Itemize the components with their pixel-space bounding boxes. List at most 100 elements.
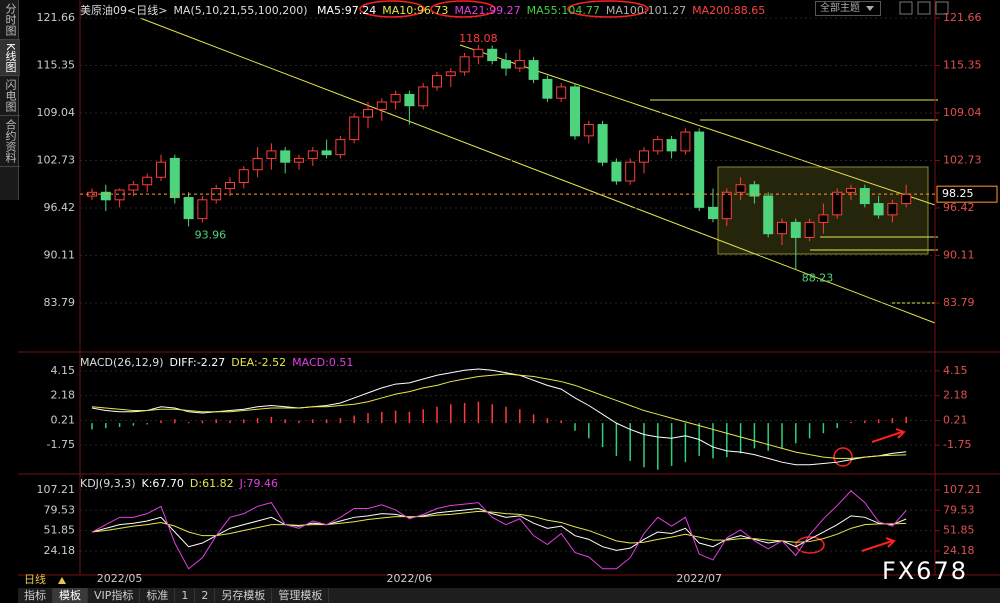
candle-body	[156, 161, 166, 178]
period-arrow	[58, 577, 66, 584]
theme-selector[interactable]: 全部主题	[815, 1, 881, 16]
candle-body	[280, 150, 291, 163]
candle-body	[597, 124, 608, 163]
candle-body	[763, 195, 774, 235]
candle-body	[114, 189, 125, 201]
candle-body	[390, 93, 401, 103]
candle-body	[349, 116, 360, 141]
series-line	[91, 368, 907, 466]
legend-item: MA100:101.27	[605, 4, 687, 17]
candle-body	[832, 191, 843, 216]
toolbar-tab[interactable]: 模板	[53, 588, 88, 603]
window-icon[interactable]	[899, 1, 913, 15]
candle-body	[432, 75, 442, 88]
candle-body	[501, 60, 511, 69]
candle-body	[225, 182, 235, 190]
window-icon[interactable]	[917, 1, 931, 15]
candle-body	[487, 48, 498, 62]
candle-body	[142, 176, 153, 186]
candle-body	[445, 71, 456, 77]
candle-body	[307, 150, 318, 159]
toolbar-tab[interactable]: VIP指标	[88, 588, 141, 603]
candle-body	[680, 131, 691, 152]
low-label: 93.96	[195, 228, 227, 241]
high-label: 118.08	[459, 32, 498, 45]
y-tick-label: 115.35	[943, 58, 982, 71]
symbol-title: 美原油09<日线>	[80, 4, 168, 17]
last-price-label: 98.25	[942, 187, 974, 200]
toolbar-tab[interactable]: 标准	[140, 588, 176, 603]
candle-body	[404, 93, 415, 107]
toolbar-tab[interactable]: 指标	[18, 588, 53, 603]
sidebar-tab[interactable]: 合约资料	[0, 116, 20, 168]
y-tick-label: 83.79	[44, 296, 76, 309]
candle-body	[859, 188, 870, 205]
candle-body	[128, 184, 139, 191]
pane-legend: KDJ(9,3,3) K:67.70 D:61.82 J:79.46	[80, 477, 284, 490]
sidebar-tab[interactable]: K线图	[0, 40, 20, 77]
candle-body	[873, 203, 884, 216]
y-tick-label: 121.66	[37, 11, 76, 24]
highlight-ellipse	[359, 0, 425, 18]
period-label[interactable]: 日线	[24, 572, 46, 586]
toolbar-tab[interactable]: 管理模板	[272, 588, 330, 603]
candle-body	[169, 157, 180, 199]
sidebar-tab[interactable]: 闪电图	[0, 76, 20, 117]
candle-body	[735, 184, 746, 193]
main-legend: 美原油09<日线> MA(5,10,21,55,100,200) MA5:97.2…	[80, 2, 771, 18]
arrow	[861, 537, 896, 552]
legend-item: MACD:0.51	[292, 356, 354, 369]
highlight-ellipse	[833, 447, 853, 467]
window-icon[interactable]	[935, 1, 949, 15]
candle-body	[556, 86, 567, 99]
candle-body	[197, 199, 208, 220]
trend-line	[139, 17, 936, 324]
x-tick-label: 2022/05	[97, 572, 143, 585]
toolbar-tab[interactable]: 1	[175, 588, 196, 603]
y-tick-label: 107.21	[37, 483, 76, 496]
toolbar-tab[interactable]: 另存模板	[215, 588, 273, 603]
candle-body	[818, 214, 829, 223]
pane-title: MACD(26,12,9)	[80, 356, 164, 369]
y-tick-label: 115.35	[37, 58, 76, 71]
candle-body	[473, 48, 484, 58]
candle-body	[252, 157, 263, 171]
y-tick-label: 109.04	[943, 106, 982, 119]
y-tick-label: 121.66	[943, 11, 982, 24]
pane-title: KDJ(9,3,3)	[80, 477, 136, 490]
candle-body	[901, 193, 912, 205]
y-tick-label: 24.18	[44, 544, 76, 557]
legend-item: J:79.46	[239, 477, 279, 490]
candle-body	[666, 139, 677, 152]
legend-item: MA55:104.77	[526, 4, 600, 17]
y-tick-label: 51.85	[44, 524, 76, 537]
y-tick-label: 51.85	[943, 524, 975, 537]
toolbar-tab[interactable]: 2	[195, 588, 216, 603]
candle-body	[790, 221, 801, 238]
trend-line	[459, 44, 936, 206]
y-tick-label: 96.42	[943, 201, 975, 214]
series-line	[91, 373, 907, 459]
highlight-ellipse	[430, 0, 496, 18]
candle-body	[887, 203, 898, 216]
y-tick-label: 0.21	[51, 413, 76, 426]
candle-body	[639, 150, 649, 163]
candle-body	[652, 139, 663, 152]
highlight-ellipse	[567, 0, 649, 18]
low-label: 88.23	[802, 272, 834, 285]
candle-body	[294, 157, 304, 163]
y-tick-label: 102.73	[37, 153, 76, 166]
y-tick-label: 2.18	[51, 389, 76, 402]
sidebar-tab[interactable]: 分时图	[0, 0, 20, 40]
x-tick-label: 2022/06	[387, 572, 433, 585]
series-line	[91, 507, 907, 551]
candle-body	[804, 221, 815, 238]
y-tick-label: 96.42	[44, 201, 76, 214]
candle-body	[418, 86, 429, 107]
legend-item: MA200:88.65	[692, 4, 766, 17]
y-tick-label: 90.11	[943, 248, 975, 261]
y-tick-label: 79.53	[44, 503, 76, 516]
candle-body	[376, 101, 387, 110]
